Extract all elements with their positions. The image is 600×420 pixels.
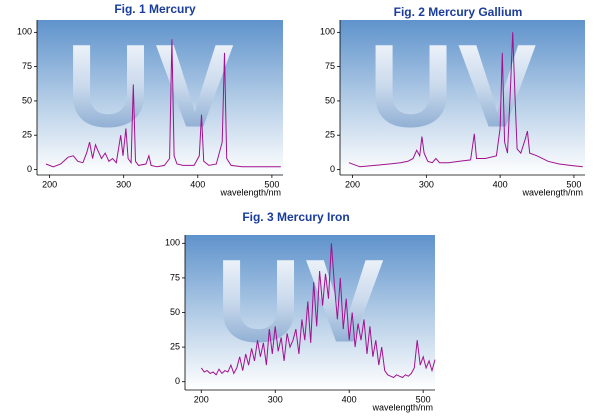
x-tick-label: 300 (268, 394, 283, 404)
x-tick-label: 500 (264, 179, 279, 189)
y-tick-label: 50 (170, 307, 180, 317)
x-tick-label: 500 (416, 394, 431, 404)
y-tick-label: 75 (325, 61, 335, 71)
y-tick-label: 0 (330, 164, 335, 174)
y-tick-label: 100 (17, 27, 32, 37)
plot-background (37, 20, 283, 175)
chart-title: Fig. 3 Mercury Iron (242, 210, 349, 224)
chart-title: Fig. 1 Mercury (114, 2, 196, 16)
x-tick-label: 400 (342, 394, 357, 404)
y-tick-label: 75 (22, 61, 32, 71)
y-tick-label: 25 (325, 130, 335, 140)
y-tick-label: 25 (170, 341, 180, 351)
x-axis-label: wavelength/nm (219, 187, 281, 197)
x-tick-label: 200 (194, 394, 209, 404)
y-tick-label: 50 (22, 95, 32, 105)
x-tick-label: 400 (190, 179, 205, 189)
spectrum-line (348, 32, 583, 168)
spectrum-line (45, 39, 281, 168)
y-tick-label: 75 (170, 272, 180, 282)
y-tick-label: 100 (165, 238, 180, 248)
spectrum-line (200, 243, 436, 379)
y-tick-label: 0 (27, 164, 32, 174)
chart-title: Fig. 2 Mercury Gallium (394, 5, 523, 19)
y-tick-label: 100 (320, 27, 335, 37)
plot-background (340, 20, 585, 175)
watermark: UV (66, 21, 238, 153)
y-tick-label: 0 (175, 376, 180, 386)
plot-background (185, 235, 435, 390)
watermark: UV (216, 236, 388, 368)
x-tick-label: 300 (419, 179, 434, 189)
y-tick-label: 25 (22, 130, 32, 140)
x-axis-label: wavelength/nm (521, 187, 583, 197)
x-tick-label: 400 (493, 179, 508, 189)
y-tick-label: 50 (325, 95, 335, 105)
x-tick-label: 200 (345, 179, 360, 189)
x-axis-label: wavelength/nm (371, 402, 433, 412)
x-tick-label: 300 (116, 179, 131, 189)
x-tick-label: 500 (566, 179, 581, 189)
x-tick-label: 200 (42, 179, 57, 189)
